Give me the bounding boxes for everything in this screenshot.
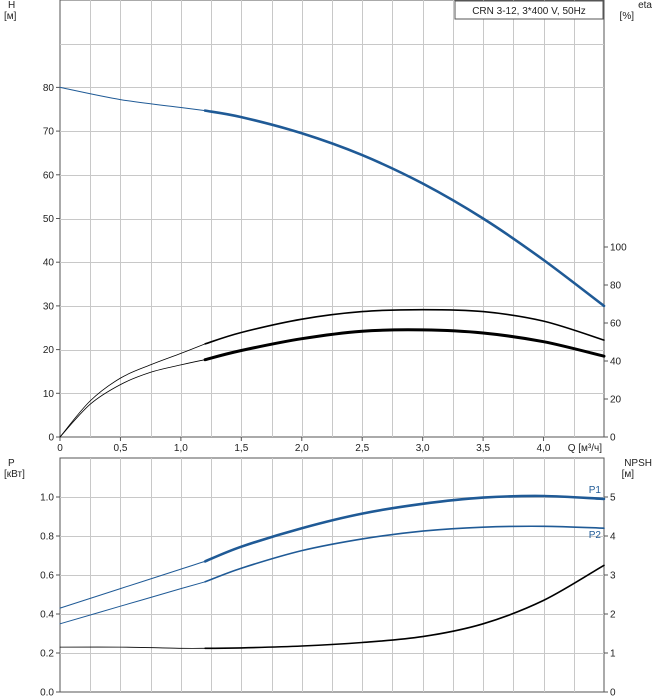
x-tick-label: 3,5	[476, 443, 490, 454]
chart-title-box	[454, 0, 604, 20]
x-tick-label: 0,5	[113, 443, 127, 454]
y-right-tick-label: 0	[610, 688, 616, 699]
y-left-axis-label: H	[8, 0, 15, 11]
y-left-tick-label: 0.2	[40, 649, 54, 660]
y-right-tick-label: 100	[610, 243, 627, 254]
x-tick-label: 2,0	[295, 443, 309, 454]
y-left-tick-label: 1.0	[40, 493, 54, 504]
y-left-axis-unit: [кВт]	[4, 469, 25, 480]
y-left-axis-label: P	[8, 458, 15, 469]
head-efficiency-panel: 0 10 20 30 40 50 60 70 80 0 20 40 60 80 100 H[м] eta[%] 0…	[4, 0, 652, 454]
series-line	[204, 308, 605, 345]
y-right-tick-label: 5	[610, 493, 616, 504]
series-line	[59, 343, 206, 438]
y-left-tick-label: 30	[43, 301, 55, 312]
x-tick-label: 0	[57, 443, 63, 454]
y-left-tick-label: 0.6	[40, 571, 54, 582]
y-right-tick-label: 3	[610, 571, 616, 582]
y-right-tick-label: 2	[610, 610, 616, 621]
y-left-tick-label: 50	[43, 214, 55, 225]
y-left-tick-label: 0.4	[40, 610, 54, 621]
y-left-tick-label: 40	[43, 258, 55, 269]
series-line	[203, 328, 606, 362]
y-right-tick-label: 80	[610, 281, 622, 292]
series-line-p1	[59, 560, 206, 609]
y-right-tick-label: 40	[610, 357, 622, 368]
x-tick-label: 3,0	[416, 443, 430, 454]
chart-title: CRN 3-12, 3*400 V, 50Hz	[472, 6, 586, 17]
x-tick-label: 4,0	[537, 443, 551, 454]
x-axis-label: Q [м³/ч]	[568, 443, 603, 454]
y-right-tick-label: 4	[610, 532, 616, 543]
y-right-tick-label: 0	[610, 433, 616, 444]
y-left-tick-label: 0	[48, 433, 54, 444]
y-right-axis-label: eta	[638, 0, 652, 11]
y-left-tick-label: 20	[43, 345, 55, 356]
series-line-p2	[59, 581, 206, 625]
y-right-axis-label: NPSH	[624, 458, 652, 469]
y-right-tick-label: 20	[610, 395, 622, 406]
series-line-p2	[204, 525, 605, 583]
series-line-p1	[203, 494, 606, 563]
series-line	[59, 86, 206, 112]
y-right-tick-label: 60	[610, 319, 622, 330]
series-line	[203, 109, 606, 308]
y-left-tick-label: 60	[43, 170, 55, 181]
y-right-axis-unit: [%]	[620, 11, 635, 22]
series-label-p1: P1	[589, 485, 602, 496]
series-label-p2: P2	[589, 530, 602, 541]
y-left-tick-label: 0.8	[40, 532, 54, 543]
series-line	[204, 564, 605, 650]
y-left-axis-unit: [м]	[4, 11, 17, 22]
y-right-axis-unit: [м]	[622, 469, 635, 480]
series-line	[59, 359, 206, 438]
x-tick-label: 2,5	[355, 443, 369, 454]
power-npsh-panel: 0.0 0.2 0.4 0.6 0.8 1.0 0 1 2 3 4 5 P[кВт] NPSH[м] P1 P…	[4, 457, 652, 699]
y-left-tick-label: 0.0	[40, 688, 54, 699]
y-right-tick-label: 1	[610, 649, 616, 660]
y-left-tick-label: 80	[43, 83, 55, 94]
x-tick-label: 1,0	[174, 443, 188, 454]
series-line	[59, 646, 206, 649]
x-tick-label: 1,5	[234, 443, 248, 454]
y-left-tick-label: 70	[43, 127, 55, 138]
y-left-tick-label: 10	[43, 389, 55, 400]
